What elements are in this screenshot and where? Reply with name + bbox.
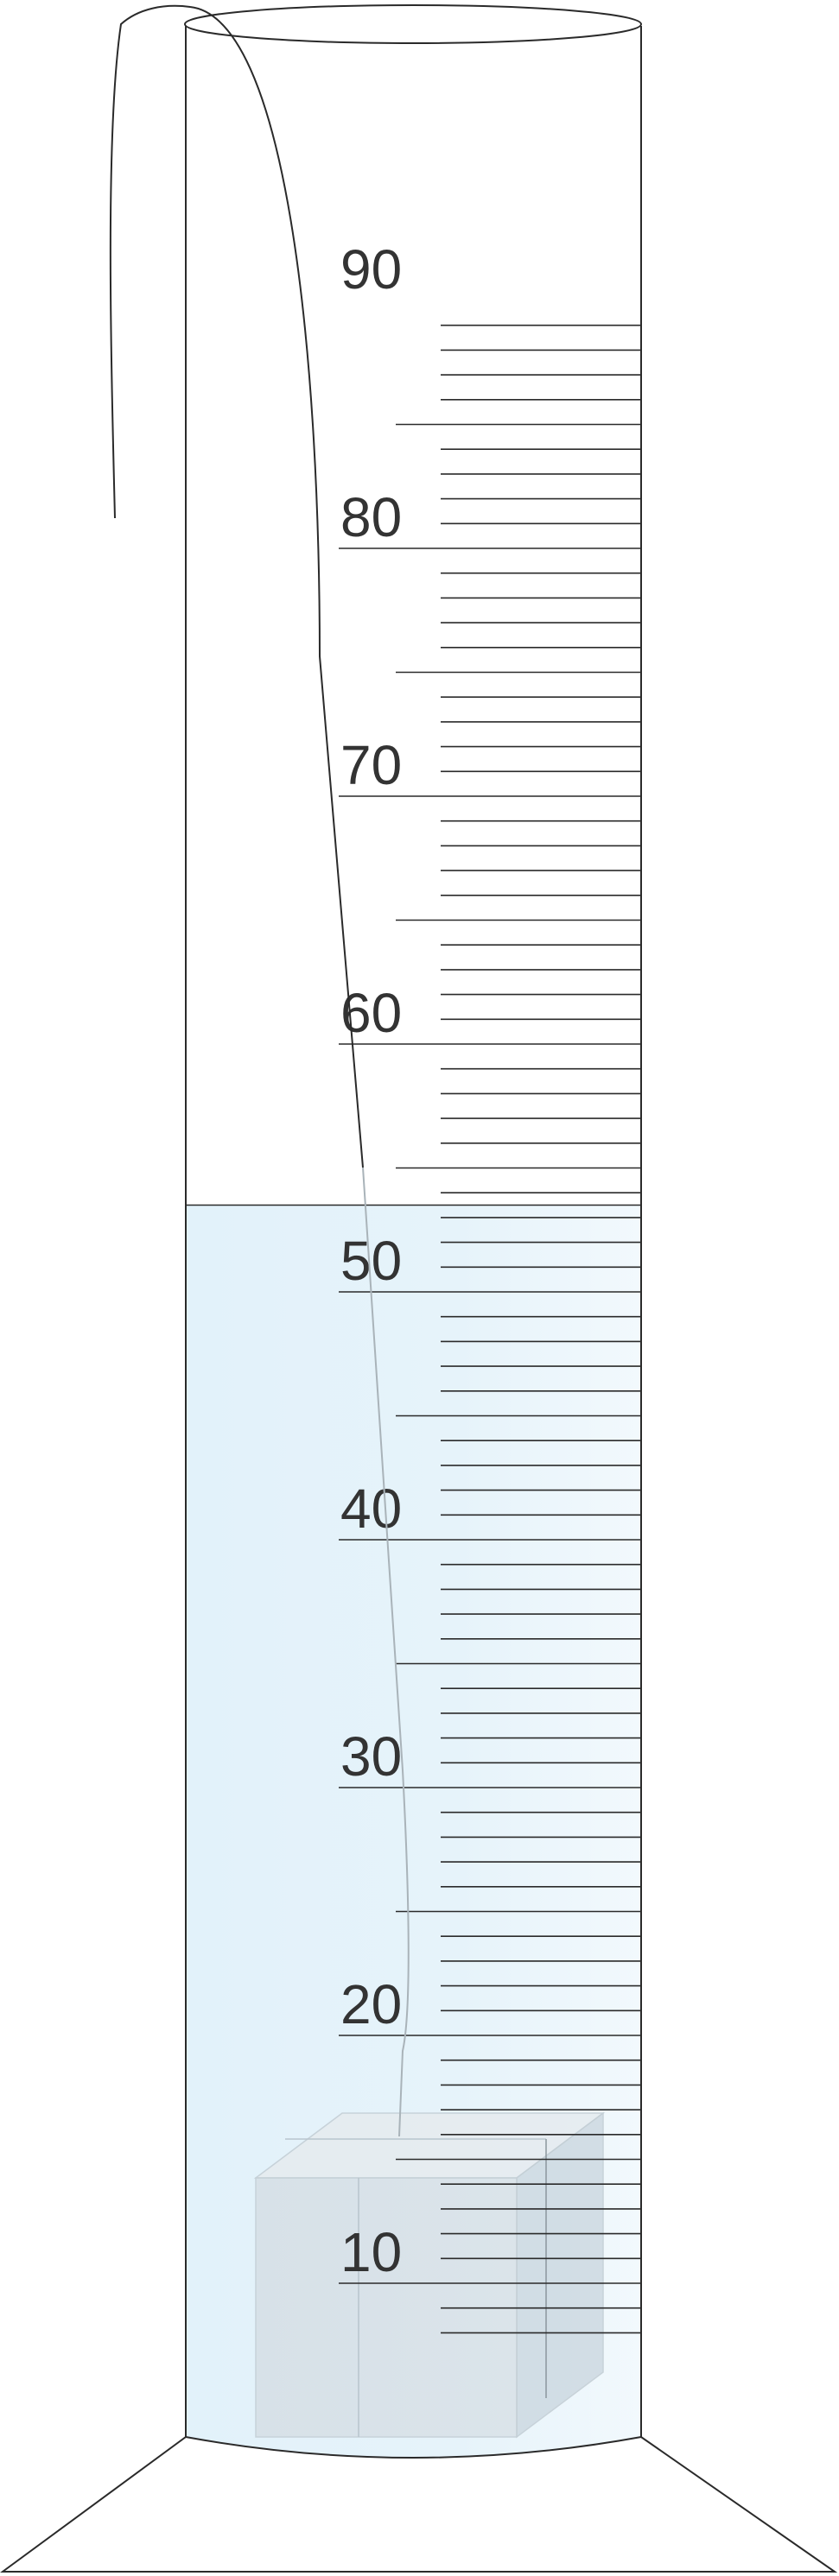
scale-label-70: 70 [340, 734, 402, 796]
cylinder-rim [184, 4, 642, 44]
thread [109, 4, 364, 1168]
scale-labels: 10 20 30 40 50 60 70 80 90 [340, 238, 402, 2283]
thread-submerged [362, 1167, 410, 2137]
scale-label-20: 20 [340, 1973, 402, 2035]
scale-label-10: 10 [340, 2221, 402, 2283]
cylinder-bottom [185, 2436, 642, 2459]
scale-label-30: 30 [340, 1725, 402, 1788]
scale-label-90: 90 [340, 238, 402, 301]
graduation-marks [339, 324, 641, 2334]
cube-block [253, 2111, 606, 2439]
scale-label-80: 80 [340, 486, 402, 548]
scale-label-40: 40 [340, 1478, 402, 1540]
